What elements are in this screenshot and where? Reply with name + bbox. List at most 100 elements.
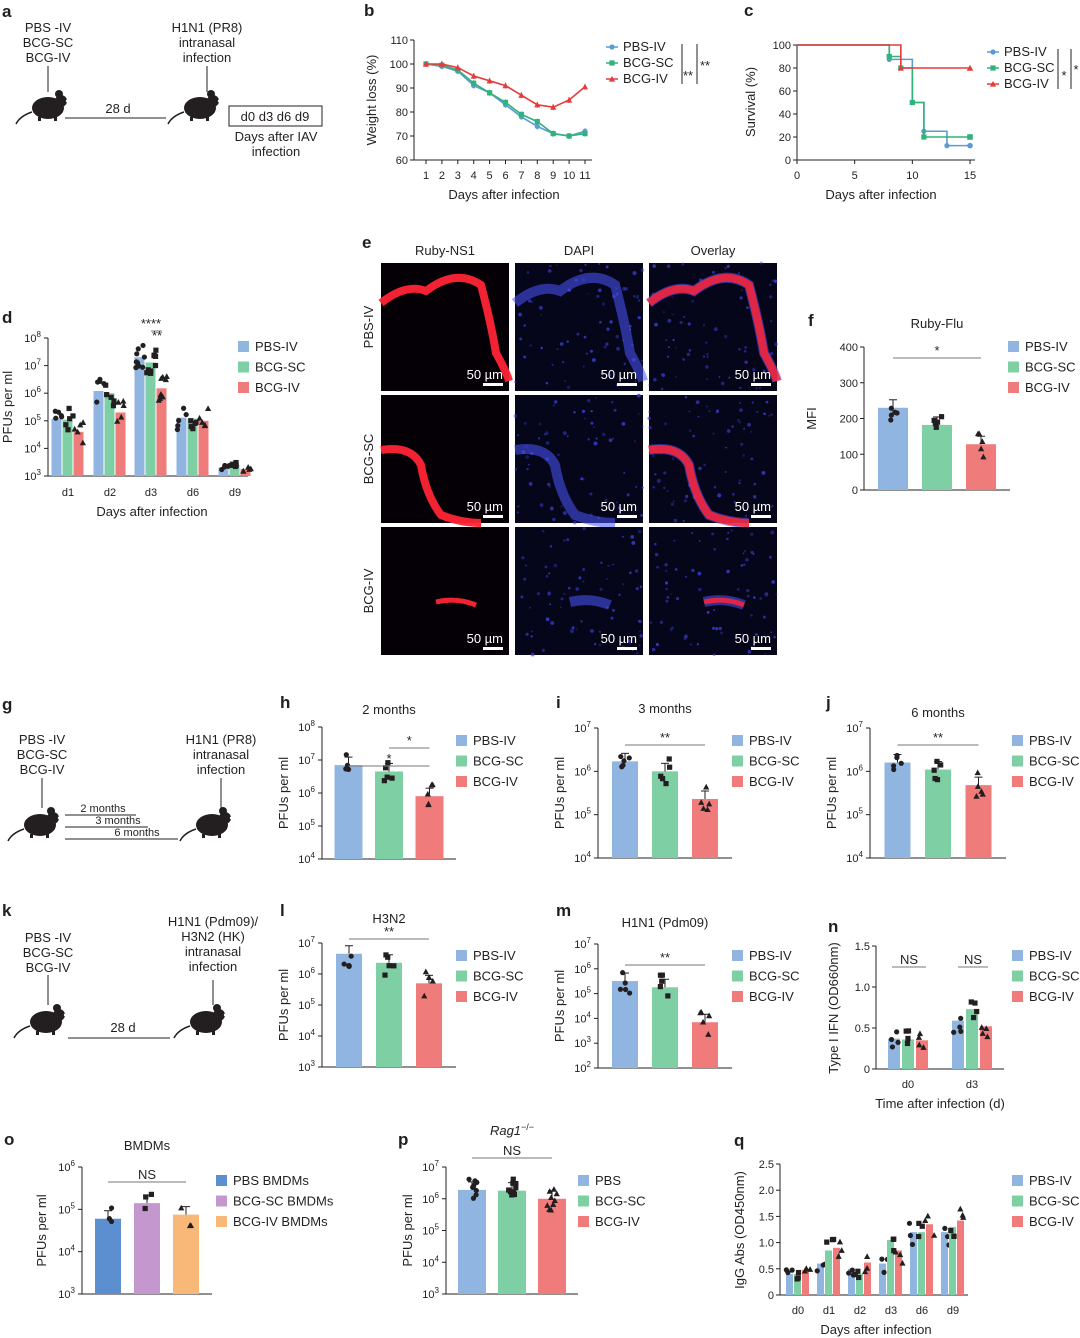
nucleus-dot — [747, 594, 750, 598]
nucleus-dot — [692, 434, 695, 438]
nucleus-dot — [557, 453, 560, 456]
data-point — [897, 1251, 904, 1258]
nucleus-dot — [554, 400, 558, 404]
legend-label: BCG-SC — [473, 969, 524, 984]
data-point — [108, 394, 114, 400]
nucleus-dot — [770, 631, 773, 634]
nucleus-dot — [635, 485, 638, 488]
data-point — [944, 143, 950, 149]
chart-title: H1N1 (Pdm09) — [622, 915, 709, 930]
data-point — [888, 417, 894, 423]
bar — [966, 1009, 978, 1069]
nucleus-dot — [543, 432, 547, 436]
y-tick-label: 105 — [574, 807, 591, 822]
data-point — [153, 347, 159, 353]
chart-title: 3 months — [638, 701, 692, 716]
data-point — [233, 459, 239, 466]
nucleus-dot — [712, 270, 715, 274]
nucleus-dot — [608, 438, 613, 443]
data-point — [510, 1180, 516, 1186]
nucleus-dot — [529, 606, 531, 609]
nucleus-dot — [635, 586, 639, 591]
scale-bar-label: 50 µm — [467, 367, 503, 382]
nucleus-dot — [769, 295, 773, 299]
scheme-group-label: BCG-IV — [26, 960, 71, 975]
data-point — [931, 417, 937, 424]
data-point — [879, 1256, 885, 1262]
nucleus-dot — [667, 346, 670, 349]
nucleus-dot — [593, 441, 598, 446]
ruby-signal — [380, 445, 482, 527]
nucleus-dot — [652, 264, 656, 268]
nucleus-dot — [526, 468, 529, 471]
nucleus-dot — [759, 261, 763, 265]
challenge-label: infection — [197, 762, 245, 777]
panel-letter: j — [825, 693, 831, 712]
y-tick-label: 0.5 — [855, 1023, 870, 1035]
y-axis-label: MFI — [804, 407, 819, 429]
legend-swatch — [578, 1216, 589, 1227]
microscopy-row-label: BCG-IV — [361, 568, 376, 613]
panel-letter: e — [362, 233, 371, 252]
data-point — [162, 376, 169, 383]
legend-label: BCG-SC — [623, 55, 674, 70]
bar — [134, 357, 145, 476]
scheme-group-label: PBS -IV — [19, 732, 66, 747]
nucleus-dot — [581, 409, 586, 414]
significance-label: ** — [660, 950, 670, 965]
data-point — [894, 752, 900, 759]
nucleus-dot — [651, 454, 655, 458]
x-tick-label: 6 — [502, 170, 508, 182]
nucleus-dot — [528, 299, 532, 303]
nucleus-dot — [685, 494, 689, 499]
data-point — [553, 1190, 560, 1197]
nucleus-dot — [579, 268, 583, 273]
legend-swatch — [732, 950, 743, 961]
scale-bar — [617, 383, 637, 386]
nucleus-dot — [587, 399, 591, 403]
legend-swatch — [1012, 950, 1023, 961]
nucleus-dot — [641, 425, 644, 428]
microscopy-image: 50 µm — [649, 527, 778, 656]
nucleus-dot — [656, 478, 661, 483]
nucleus-dot — [659, 620, 664, 624]
y-tick-label: 105 — [58, 1201, 75, 1216]
nucleus-dot — [744, 550, 746, 552]
data-point — [951, 1029, 957, 1035]
data-point — [186, 1222, 194, 1229]
data-point — [898, 760, 904, 766]
nucleus-dot — [622, 583, 625, 586]
y-tick-label: 107 — [298, 935, 315, 950]
scheme-group-label: PBS -IV — [25, 20, 72, 35]
data-point — [972, 1000, 978, 1006]
nucleus-dot — [596, 294, 600, 298]
chart-title: 2 months — [362, 702, 416, 717]
legend-label: BCG-IV — [749, 989, 794, 1004]
nucleus-dot — [615, 334, 619, 339]
x-tick-label: d1 — [62, 487, 74, 499]
y-tick-label: 104 — [298, 1028, 315, 1043]
significance-label: ** — [660, 730, 670, 745]
nucleus-dot — [663, 486, 666, 490]
scale-bar-label: 50 µm — [467, 631, 503, 646]
nucleus-dot — [654, 473, 657, 476]
nucleus-dot — [666, 595, 670, 599]
significance-label: ** — [700, 58, 710, 73]
y-tick-label: 103 — [574, 1035, 591, 1050]
nucleus-dot — [566, 340, 569, 343]
nucleus-dot — [697, 587, 702, 592]
x-tick-label: d6 — [187, 487, 199, 499]
nucleus-dot — [598, 320, 602, 324]
data-point — [386, 963, 392, 969]
nucleus-dot — [545, 441, 550, 445]
nucleus-dot — [640, 268, 645, 272]
nucleus-dot — [562, 361, 565, 364]
legend-swatch — [1012, 1175, 1023, 1186]
data-point — [916, 1220, 922, 1226]
data-point — [140, 342, 146, 349]
data-point — [422, 60, 430, 67]
significance-label: **** — [141, 316, 161, 331]
nucleus-dot — [684, 575, 687, 578]
nucleus-dot — [765, 400, 769, 404]
nucleus-dot — [516, 511, 519, 514]
